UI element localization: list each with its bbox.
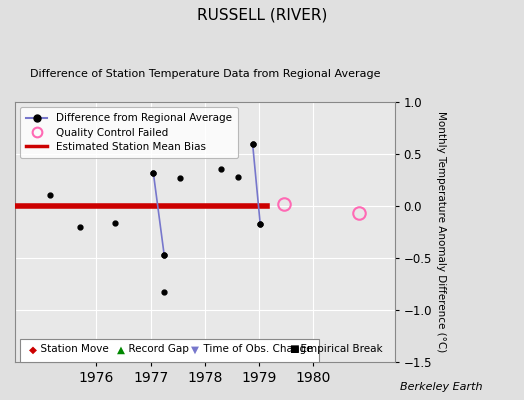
Text: ■: ■ bbox=[289, 344, 299, 354]
Text: ▲: ▲ bbox=[117, 344, 125, 354]
Text: Station Move: Station Move bbox=[34, 344, 109, 354]
FancyBboxPatch shape bbox=[20, 339, 319, 362]
Text: Empirical Break: Empirical Break bbox=[294, 344, 383, 354]
Text: ◆: ◆ bbox=[29, 344, 37, 354]
Text: ▼: ▼ bbox=[191, 344, 199, 354]
Y-axis label: Monthly Temperature Anomaly Difference (°C): Monthly Temperature Anomaly Difference (… bbox=[436, 111, 446, 353]
Legend: Difference from Regional Average, Quality Control Failed, Estimated Station Mean: Difference from Regional Average, Qualit… bbox=[20, 107, 238, 158]
Text: Berkeley Earth: Berkeley Earth bbox=[400, 382, 482, 392]
Text: RUSSELL (RIVER): RUSSELL (RIVER) bbox=[197, 8, 327, 23]
Text: Time of Obs. Change: Time of Obs. Change bbox=[196, 344, 312, 354]
Title: Difference of Station Temperature Data from Regional Average: Difference of Station Temperature Data f… bbox=[29, 69, 380, 79]
Text: Record Gap: Record Gap bbox=[123, 344, 189, 354]
